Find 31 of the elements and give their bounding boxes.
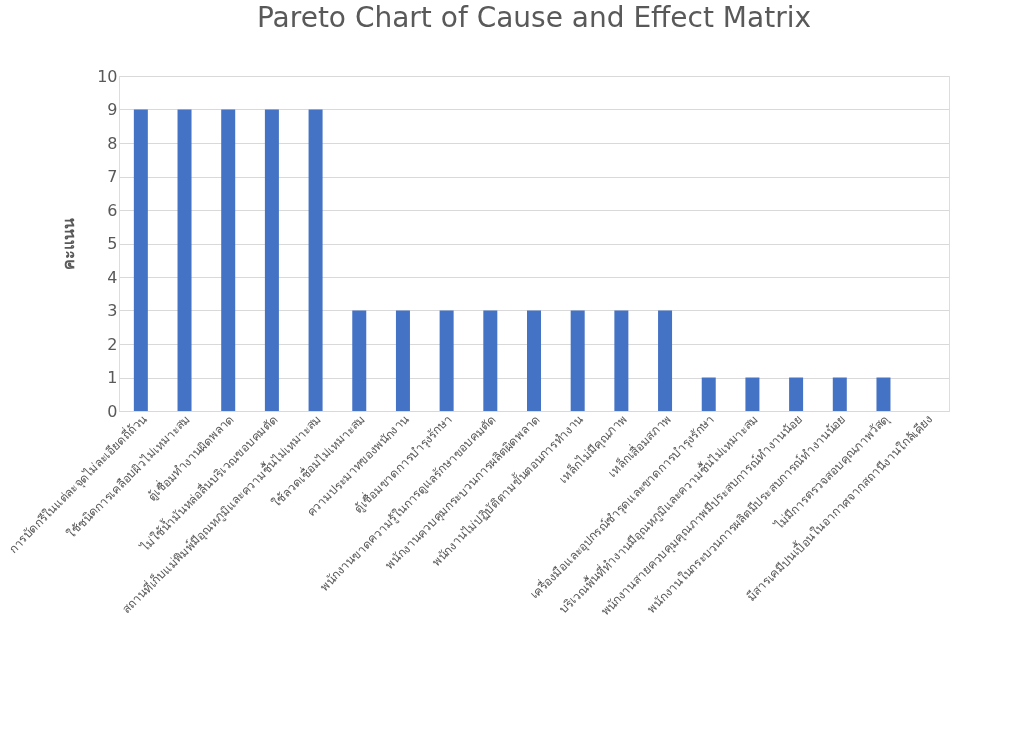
y-tick-label: 10 <box>97 66 118 86</box>
bar <box>745 377 760 411</box>
bar <box>614 310 629 411</box>
chart-title: Pareto Chart of Cause and Effect Matrix <box>256 1 812 34</box>
bar <box>658 310 673 411</box>
bar <box>352 310 367 411</box>
bar <box>483 310 498 411</box>
bar <box>876 377 891 411</box>
bar <box>701 377 716 411</box>
bar <box>832 377 847 411</box>
y-tick-label: 8 <box>107 133 118 153</box>
y-tick-label: 2 <box>107 334 118 354</box>
bar <box>789 377 804 411</box>
y-tick-label: 0 <box>107 401 118 421</box>
bar <box>133 109 148 411</box>
bar <box>221 109 236 411</box>
y-tick-label: 1 <box>107 368 118 387</box>
bar <box>395 310 410 411</box>
bar <box>308 109 323 411</box>
bar <box>177 109 192 411</box>
bar <box>570 310 585 411</box>
bar <box>527 310 541 411</box>
bar <box>264 109 279 411</box>
y-tick-label: 5 <box>107 234 118 253</box>
bar <box>439 310 454 411</box>
y-tick-label: 7 <box>107 167 118 186</box>
y-tick-label: 3 <box>107 301 118 320</box>
y-tick-label: 6 <box>107 200 118 220</box>
y-axis-title: คะแนน <box>59 218 79 270</box>
y-tick-label: 9 <box>107 100 118 119</box>
y-tick-label: 4 <box>107 267 118 287</box>
